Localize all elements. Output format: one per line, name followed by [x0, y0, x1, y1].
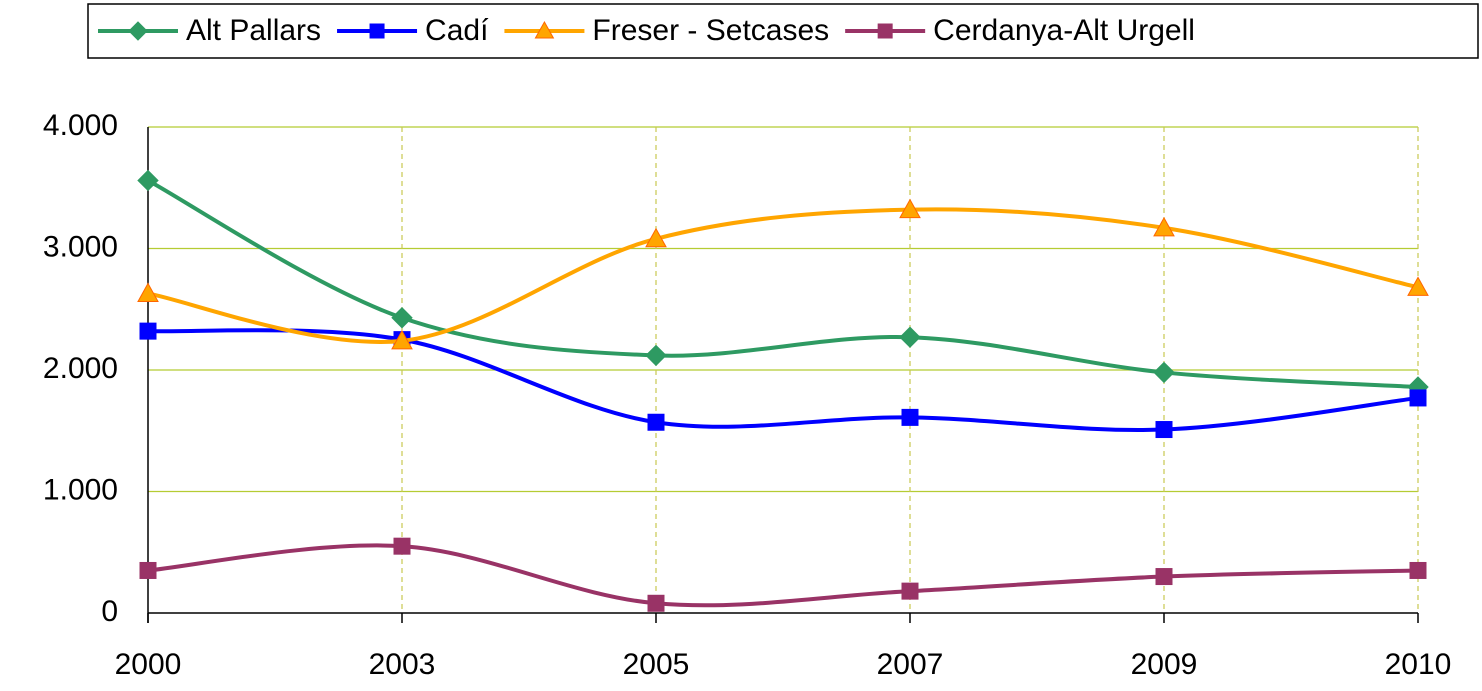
marker — [1409, 561, 1427, 579]
marker — [139, 322, 157, 340]
marker — [128, 21, 148, 41]
x-tick-label: 2003 — [369, 648, 436, 681]
marker — [391, 329, 413, 350]
marker — [877, 23, 893, 39]
marker — [1153, 216, 1175, 237]
legend-box — [87, 3, 1479, 59]
legend-label: Cadí — [425, 14, 489, 47]
marker — [137, 282, 159, 302]
series-line — [147, 543, 1419, 608]
y-tick-label: 4.000 — [43, 109, 118, 142]
x-tick-label: 2010 — [1385, 648, 1452, 681]
series-line — [147, 207, 1419, 344]
marker — [137, 169, 159, 192]
marker — [901, 582, 919, 600]
series-line — [147, 178, 1419, 390]
x-tick-label: 2005 — [623, 648, 690, 681]
marker — [1155, 421, 1173, 439]
marker — [534, 20, 555, 39]
y-tick-label: 2.000 — [43, 352, 118, 385]
marker — [1155, 568, 1173, 586]
legend-label: Alt Pallars — [186, 14, 321, 47]
x-tick-label: 2007 — [877, 648, 944, 681]
x-tick-label: 2000 — [115, 648, 182, 681]
marker — [645, 344, 667, 367]
marker — [1407, 276, 1429, 296]
marker — [899, 198, 921, 219]
y-tick-label: 0 — [101, 595, 118, 628]
legend-label: Cerdanya-Alt Urgell — [933, 14, 1195, 47]
y-tick-label: 1.000 — [43, 473, 118, 506]
marker — [899, 326, 921, 348]
marker — [393, 537, 411, 555]
marker — [647, 413, 665, 431]
marker — [1153, 361, 1175, 384]
marker — [901, 408, 919, 426]
series-line — [147, 328, 1419, 432]
legend-label: Freser - Setcases — [592, 14, 829, 47]
marker — [1409, 389, 1427, 407]
marker — [645, 227, 667, 248]
marker — [647, 594, 665, 612]
marker — [391, 307, 413, 329]
marker — [139, 561, 157, 579]
x-tick-label: 2009 — [1131, 648, 1198, 681]
marker — [369, 23, 385, 39]
y-tick-label: 3.000 — [43, 230, 118, 263]
